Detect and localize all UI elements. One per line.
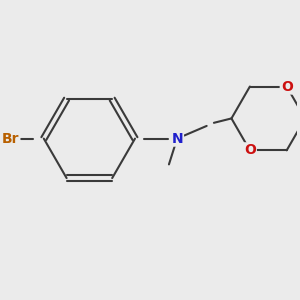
Text: N: N (171, 132, 183, 145)
Text: O: O (244, 143, 256, 157)
Text: O: O (281, 80, 292, 94)
Text: Br: Br (2, 132, 19, 145)
